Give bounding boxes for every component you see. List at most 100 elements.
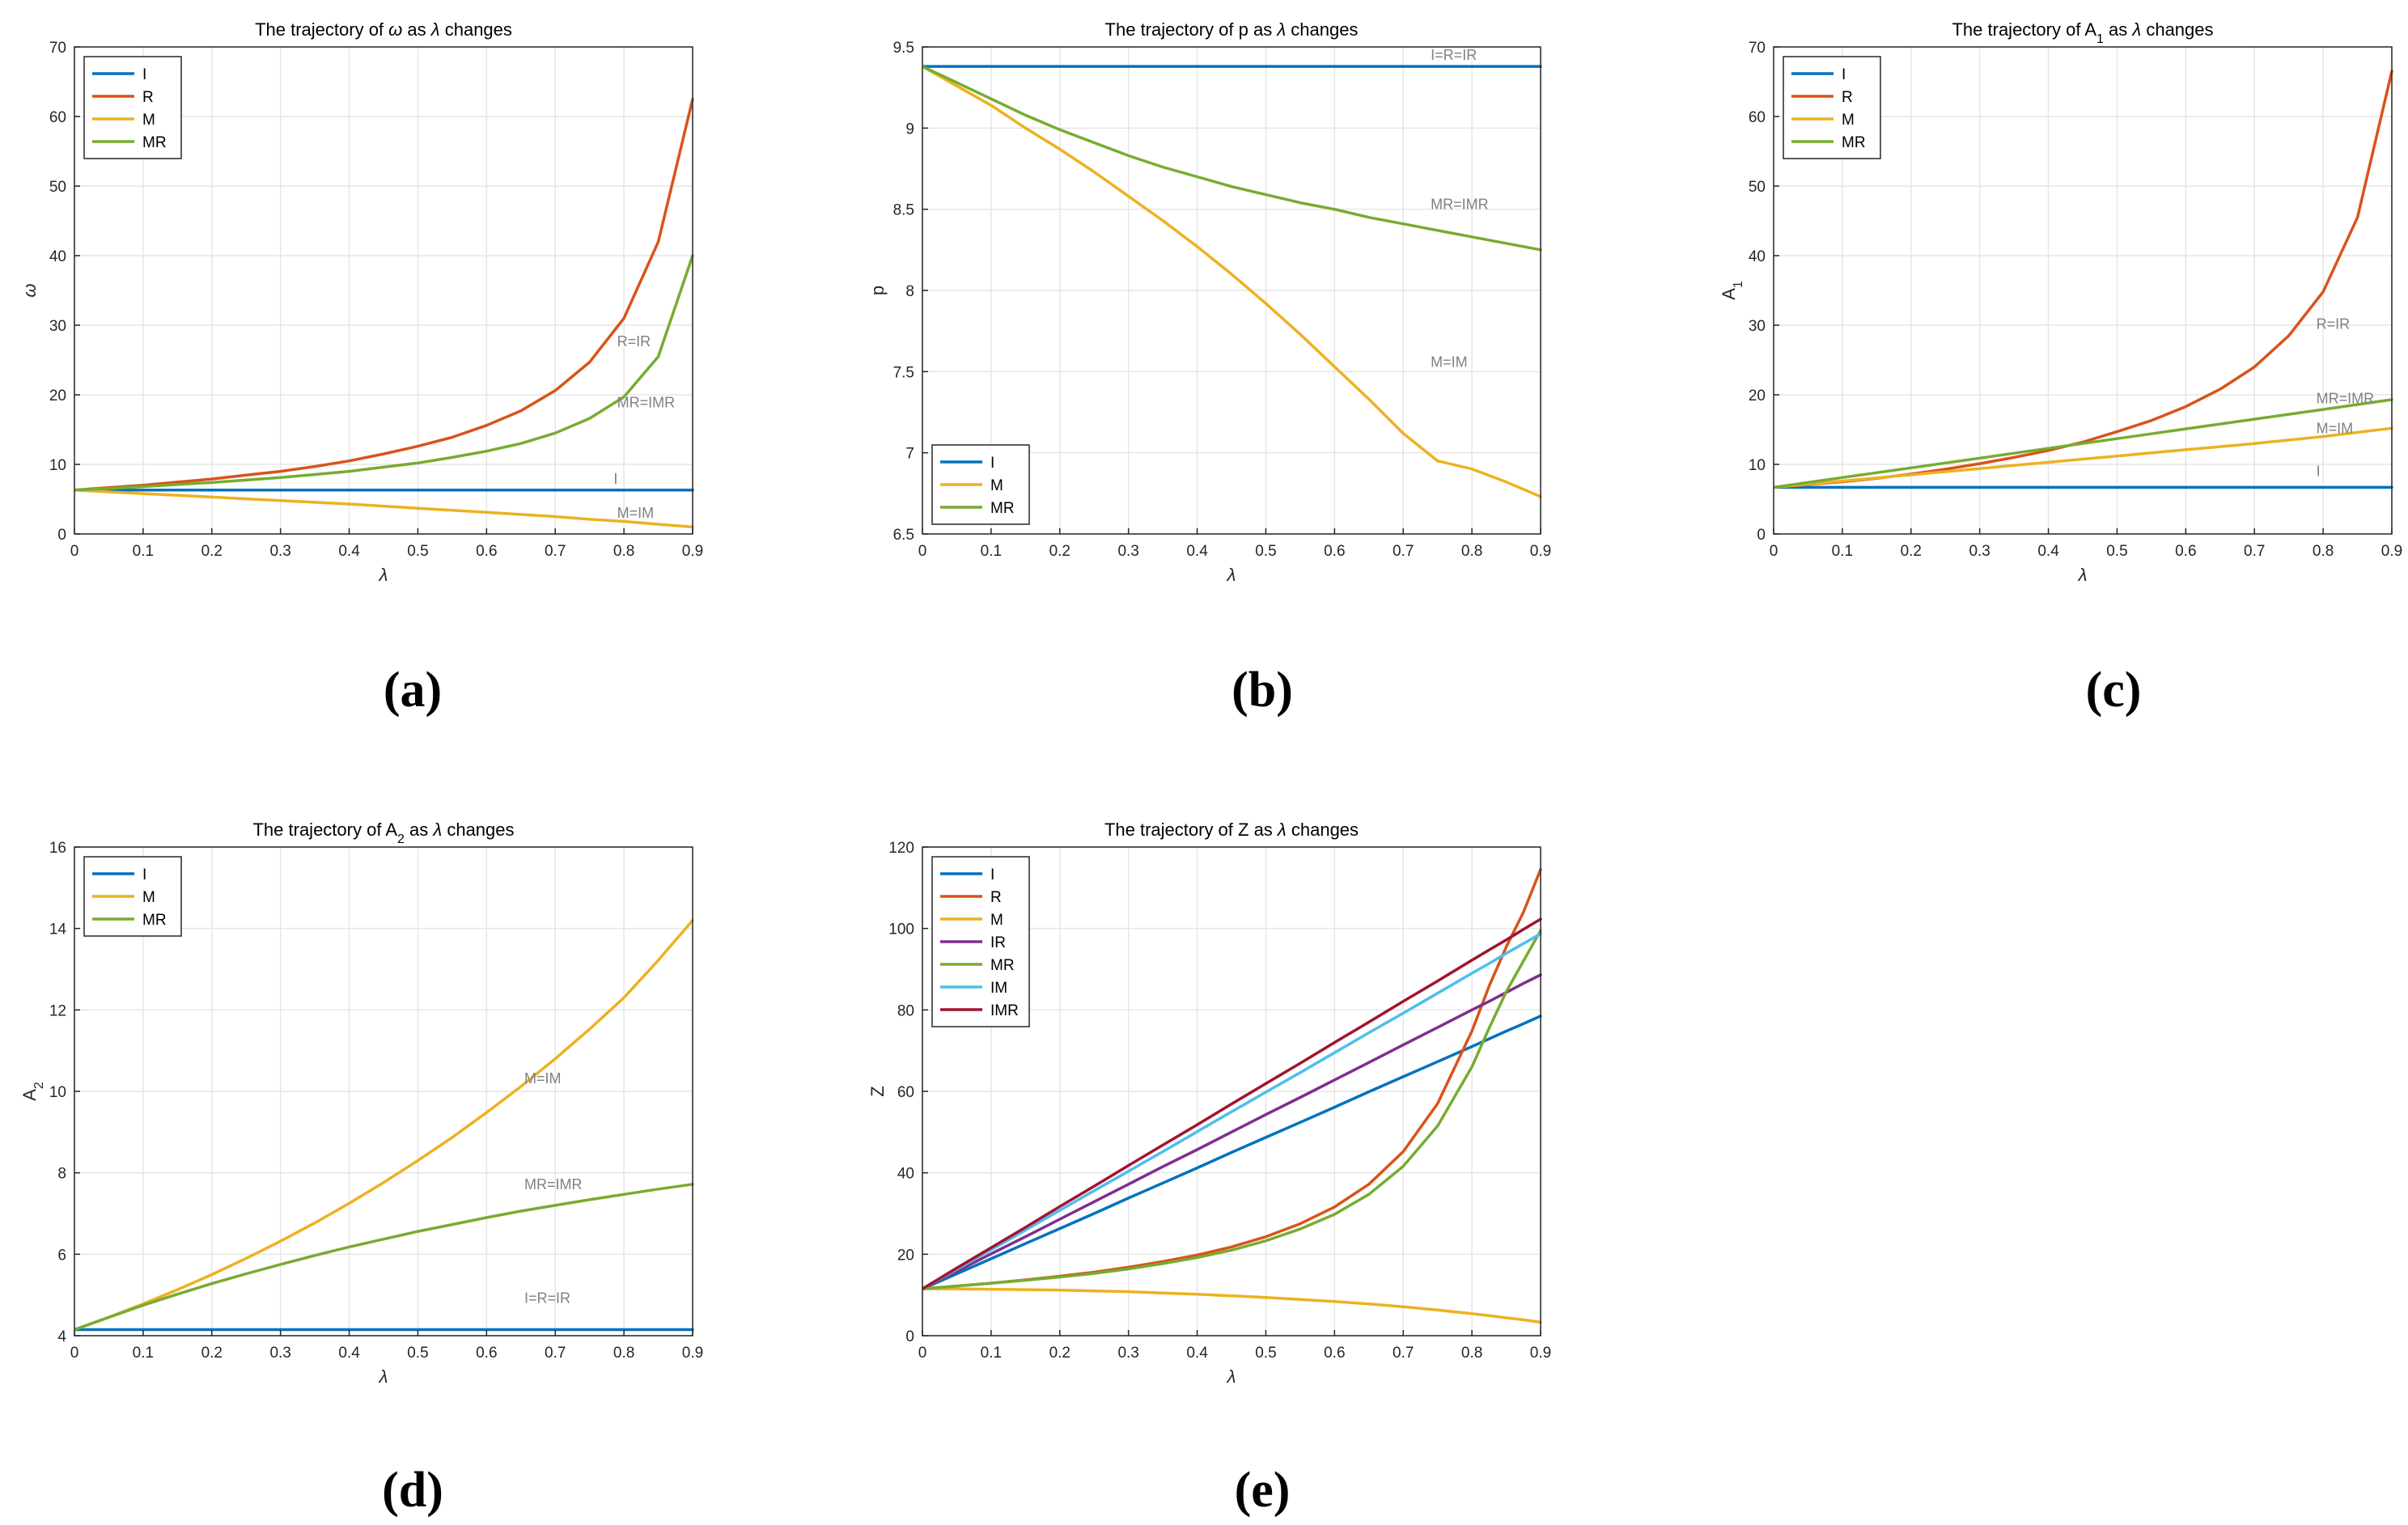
series-line-mr	[922, 65, 1542, 252]
y-tick-label: 7.5	[893, 364, 914, 381]
y-tick-label: 30	[49, 318, 66, 335]
chart-title-part: The trajectory of A	[252, 820, 397, 840]
legend-label: MR	[990, 957, 1015, 974]
y-tick-label: 50	[49, 179, 66, 196]
chart-title: The trajectory of p as λ changes	[1105, 19, 1359, 40]
legend-label: MR	[142, 912, 167, 929]
y-tick-label: 10	[1749, 457, 1766, 474]
x-tick-label: 0.8	[613, 1345, 634, 1362]
chart-title: The trajectory of ω as λ changes	[255, 19, 512, 40]
subfigure-label: (a)	[384, 663, 442, 718]
legend: IM MR	[931, 444, 1030, 525]
chart-title-part: changes	[1287, 820, 1359, 840]
legend-label: I	[990, 455, 994, 472]
chart-title-part: λ	[2131, 19, 2141, 40]
chart-title-part: The trajectory of p as	[1105, 19, 1278, 40]
y-tick-label: 100	[888, 921, 914, 938]
y-tick-label: 0	[57, 527, 66, 544]
x-tick-label: 0.2	[201, 543, 223, 560]
x-tick-label: 0.2	[1049, 1345, 1070, 1362]
axes-box	[1773, 46, 2393, 535]
annotation-label: R=IR	[2317, 316, 2351, 332]
x-tick-label: 0.1	[1832, 543, 1853, 560]
legend-label: MR	[142, 134, 167, 151]
annotation-label: I=R=IR	[524, 1290, 570, 1307]
legend-box	[83, 56, 182, 159]
chart-title-part: as	[405, 820, 433, 840]
series-line-r	[74, 97, 694, 492]
annotation-label: M=IM	[1431, 354, 1468, 370]
x-tick-label: 0.5	[407, 1345, 428, 1362]
x-axis-label: λ	[1227, 565, 1236, 585]
x-tick-label: 0.1	[133, 543, 154, 560]
legend-label: MR	[990, 500, 1015, 517]
series-line-mr	[74, 254, 694, 492]
x-tick-label: 0.4	[338, 543, 360, 560]
x-tick-label: 0.2	[201, 1345, 223, 1362]
annotation-label: I=R=IR	[1431, 47, 1477, 63]
y-axis-label-part: A	[1719, 288, 1739, 300]
y-tick-label: 40	[897, 1166, 914, 1183]
legend-label: R	[990, 889, 1002, 906]
x-tick-label: 0.2	[1901, 543, 1922, 560]
y-axis-label: Z	[867, 1086, 888, 1096]
legend-label: IR	[990, 934, 1006, 951]
legend-label: I	[1842, 66, 1846, 83]
annotation-label: I	[613, 471, 617, 487]
legend-label: M	[990, 912, 1003, 929]
chart-b: 0 0.1 0.2 0.3 0.4 0.5 0.6 0.7 0.8 0.9 6.5 7 7.5 8 8.5 9…	[867, 19, 1551, 585]
legend-label: MR	[1842, 134, 1866, 151]
x-tick-label: 0.1	[981, 1345, 1002, 1362]
subfigure-label: (c)	[2086, 663, 2142, 718]
chart-title-part: λ	[432, 820, 442, 840]
chart-a: 0 0.1 0.2 0.3 0.4 0.5 0.6 0.7 0.8 0.9 0 10 20 30 40 50 6…	[19, 19, 703, 585]
annotation-label: MR=IMR	[617, 394, 676, 410]
x-tick-label: 0.9	[682, 1345, 703, 1362]
x-tick-label: 0.8	[1461, 1345, 1482, 1362]
x-axis-label: λ	[1227, 1366, 1236, 1387]
annotation-label: R=IR	[617, 333, 651, 349]
x-tick-label: 0.6	[476, 543, 497, 560]
series-line-m	[74, 489, 694, 529]
chart-title-part: λ	[1277, 820, 1287, 840]
x-tick-label: 0.5	[1255, 1345, 1276, 1362]
chart-title: The trajectory of A1 as λ changes	[1952, 19, 2213, 46]
x-tick-label: 0.9	[1530, 543, 1551, 560]
annotation-label: MR=IMR	[524, 1176, 583, 1192]
chart-title-part: ω	[388, 19, 402, 40]
legend-label: M	[990, 477, 1003, 494]
series-line-m	[922, 1287, 1542, 1324]
x-tick-label: 0.4	[1186, 543, 1208, 560]
legend: IRM MR	[1783, 56, 1881, 159]
legend-label: IM	[990, 980, 1007, 997]
chart-title-part: as	[2104, 19, 2132, 40]
x-tick-label: 0.9	[682, 543, 703, 560]
x-tick-label: 0.8	[1461, 543, 1482, 560]
legend-label: M	[1842, 112, 1855, 129]
legend-label: I	[142, 66, 146, 83]
chart-title-part: as	[402, 19, 430, 40]
x-tick-label: 0.9	[2381, 543, 2402, 560]
series-line-m	[922, 65, 1542, 498]
x-tick-label: 0	[70, 543, 79, 560]
x-tick-label: 0.3	[269, 543, 290, 560]
x-tick-label: 0.5	[407, 543, 428, 560]
x-tick-label: 0	[1770, 543, 1778, 560]
legend-label: M	[142, 889, 155, 906]
chart-title-part: changes	[442, 820, 514, 840]
x-tick-label: 0.7	[2244, 543, 2265, 560]
y-tick-label: 9	[905, 121, 914, 138]
y-tick-label: 20	[49, 388, 66, 405]
x-tick-label: 0.3	[1117, 543, 1138, 560]
annotation-label: MR=IMR	[2317, 390, 2375, 406]
x-tick-label: 0.7	[1393, 1345, 1414, 1362]
y-tick-label: 30	[1749, 318, 1766, 335]
x-tick-label: 0.3	[269, 1345, 290, 1362]
chart-c: 0 0.1 0.2 0.3 0.4 0.5 0.6 0.7 0.8 0.9 0 10 20 30 40 50 6…	[1719, 19, 2402, 585]
chart-title-part: changes	[2141, 19, 2213, 40]
legend-label: R	[1842, 89, 1853, 106]
x-tick-label: 0.7	[545, 543, 566, 560]
series-line-m	[74, 918, 694, 1332]
annotation-label: M=IM	[617, 505, 655, 521]
